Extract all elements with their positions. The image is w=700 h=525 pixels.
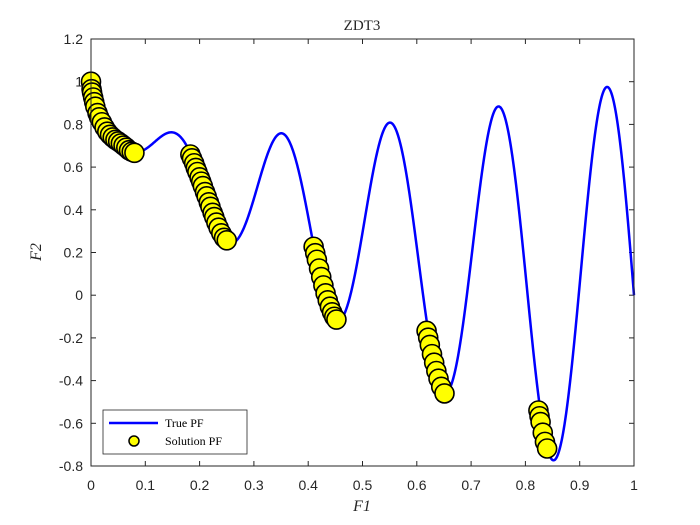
x-tick-label: 0.3	[244, 477, 264, 493]
y-tick-label: 1	[75, 74, 83, 90]
y-tick-label: 0	[75, 287, 83, 303]
y-tick-label: 0.8	[64, 116, 84, 132]
solution-point	[216, 230, 238, 251]
x-tick-label: 0.5	[353, 477, 373, 493]
plot-frame	[90, 38, 635, 467]
y-axis-label: F2	[28, 243, 45, 262]
y-tick-label: 0.2	[64, 245, 84, 261]
solution-pf-layer	[80, 71, 558, 459]
x-axis-label: F1	[352, 498, 371, 515]
y-tick-labels: -0.8 -0.6 -0.4 -0.2 0 0.2 0.4 0.6 0.8 1 1.2	[59, 31, 83, 474]
x-tick-labels: 0 0.1 0.2 0.3 0.4 0.5 0.6 0.7 0.8 0.9 1	[87, 477, 638, 493]
legend-solution-pf-marker	[128, 435, 140, 447]
plot-area-background	[91, 39, 634, 466]
x-tick-label: 0.1	[136, 477, 156, 493]
legend-box	[102, 409, 248, 455]
x-tick-label: 0.9	[570, 477, 590, 493]
y-tick-label: -0.6	[59, 415, 83, 431]
legend: True PF Solution PF	[102, 409, 248, 455]
y-tick-label: -0.8	[59, 458, 83, 474]
chart-title: ZDT3	[344, 18, 381, 34]
x-tick-label: 0.4	[298, 477, 318, 493]
y-tick-label: 0.4	[64, 202, 84, 218]
x-tick-label: 0.7	[461, 477, 481, 493]
solution-point	[326, 309, 347, 330]
solution-point	[124, 142, 145, 164]
solution-point	[434, 383, 455, 404]
x-tick-label: 0.8	[516, 477, 536, 493]
legend-solution-pf-label: Solution PF	[165, 434, 222, 448]
x-tick-label: 1	[630, 477, 638, 493]
y-tick-label: -0.4	[59, 373, 83, 389]
y-tick-label: -0.2	[59, 330, 83, 346]
x-tick-label: 0	[87, 477, 95, 493]
y-tick-label: 1.2	[64, 31, 84, 47]
y-tick-label: 0.6	[64, 159, 84, 175]
solution-point	[536, 438, 558, 459]
x-tick-label: 0.2	[190, 477, 210, 493]
legend-true-pf-label: True PF	[165, 416, 204, 430]
x-tick-label: 0.6	[407, 477, 427, 493]
